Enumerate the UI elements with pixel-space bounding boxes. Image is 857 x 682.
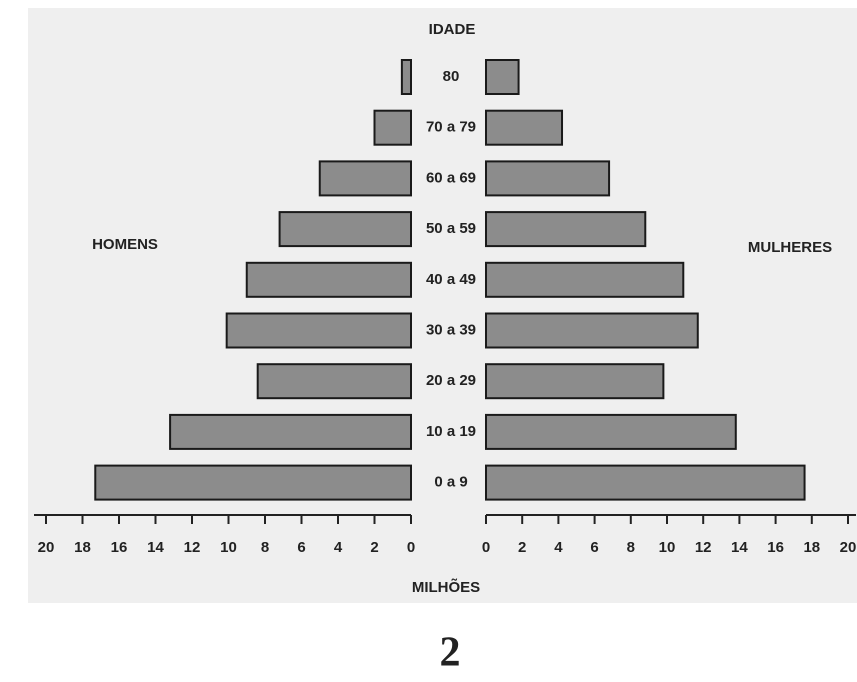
- category-label: 50 a 59: [426, 220, 476, 237]
- bar: [256, 363, 413, 400]
- x-tick-label-right: 10: [659, 539, 676, 556]
- x-tick-label-right: 8: [627, 539, 635, 556]
- bar: [485, 261, 685, 298]
- x-tick-label-left: 20: [38, 539, 55, 556]
- legend-label: HOMENS: [92, 236, 158, 253]
- x-tick-label-left: 12: [184, 539, 201, 556]
- category-label: 10 a 19: [426, 423, 476, 440]
- x-tick-label-left: 18: [74, 539, 91, 556]
- x-tick-label-left: 6: [297, 539, 305, 556]
- chart-title: IDADE: [429, 21, 476, 38]
- bar: [169, 413, 412, 450]
- x-tick-label-right: 0: [482, 539, 490, 556]
- category-label: 60 a 69: [426, 169, 476, 186]
- bar: [225, 312, 412, 349]
- x-tick-label-left: 16: [111, 539, 128, 556]
- x-tick-label-right: 14: [731, 539, 748, 556]
- x-tick-label-left: 2: [370, 539, 378, 556]
- bar: [400, 59, 412, 95]
- bar: [245, 261, 412, 298]
- bar: [318, 160, 412, 197]
- bar: [485, 413, 737, 450]
- x-tick-label-right: 2: [518, 539, 526, 556]
- legend-label: MULHERES: [748, 239, 832, 256]
- x-tick-label-left: 10: [220, 539, 237, 556]
- x-tick-label-right: 18: [803, 539, 820, 556]
- category-label: 0 a 9: [434, 474, 467, 491]
- bar: [373, 109, 412, 146]
- x-tick-label-right: 6: [590, 539, 598, 556]
- category-label: 70 a 79: [426, 119, 476, 136]
- bar: [485, 211, 647, 248]
- bar: [485, 464, 806, 501]
- bar: [485, 109, 564, 146]
- x-tick-label-right: 4: [554, 539, 563, 556]
- x-tick-label-left: 4: [334, 539, 343, 556]
- bar: [485, 363, 665, 400]
- x-tick-label-right: 16: [767, 539, 784, 556]
- category-label: 30 a 39: [426, 321, 476, 338]
- x-tick-label-right: 20: [840, 539, 857, 556]
- chart-background: [28, 8, 857, 603]
- caption: 2: [440, 630, 461, 676]
- x-tick-label-left: 8: [261, 539, 269, 556]
- bar: [485, 59, 520, 95]
- x-tick-label-left: 14: [147, 539, 164, 556]
- bar: [94, 464, 413, 501]
- x-tick-label-left: 0: [407, 539, 415, 556]
- category-label: 20 a 29: [426, 372, 476, 389]
- bar: [485, 160, 611, 197]
- x-tick-label-right: 12: [695, 539, 712, 556]
- x-axis-label: MILHÕES: [412, 578, 480, 596]
- category-label: 80: [443, 68, 460, 85]
- category-label: 40 a 49: [426, 271, 476, 288]
- bar: [485, 312, 699, 349]
- bar: [278, 211, 412, 248]
